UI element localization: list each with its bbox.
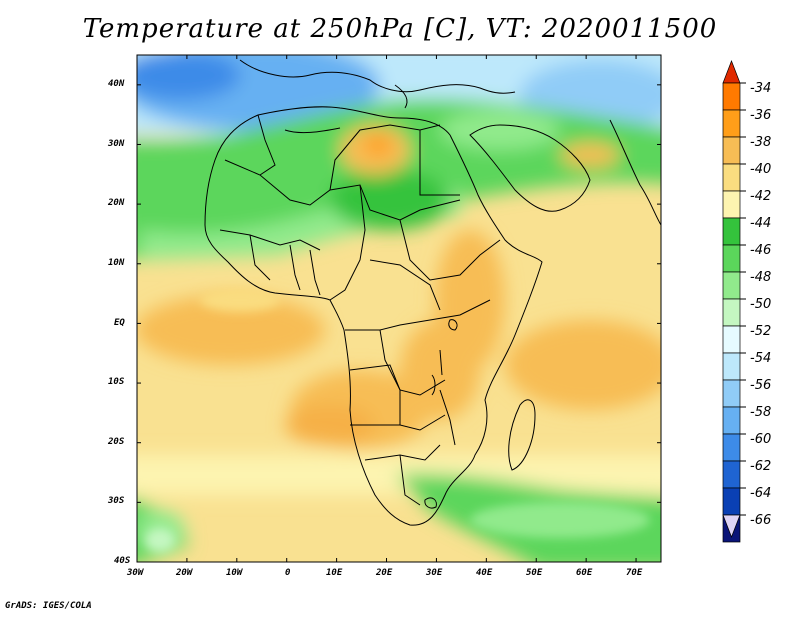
colorbar-label: -40 <box>750 162 772 177</box>
colorbar-label: -46 <box>750 243 772 258</box>
lon-label-50e: 50E <box>526 568 543 578</box>
lon-label-20e: 20E <box>376 568 393 578</box>
temperature-field <box>137 55 661 562</box>
colorbar-swatch <box>722 163 741 192</box>
colorbar-swatch <box>722 271 741 300</box>
colorbar-swatch <box>722 298 741 327</box>
colorbar-label: -64 <box>750 486 772 501</box>
colorbar-swatch <box>722 433 741 462</box>
lon-label-30w: 30W <box>127 568 144 578</box>
colorbar-swatch <box>722 487 741 516</box>
colorbar-swatch <box>722 406 741 435</box>
colorbar-label: -38 <box>750 135 772 150</box>
lon-label-70e: 70E <box>626 568 643 578</box>
colorbar-label: -66 <box>750 513 772 528</box>
lat-label-40n: 40N <box>108 79 125 89</box>
lon-label-20w: 20W <box>176 568 193 578</box>
colorbar-swatch <box>722 352 741 381</box>
colorbar-label: -50 <box>750 297 772 312</box>
map-frame <box>136 54 662 563</box>
colorbar-swatch <box>722 109 741 138</box>
colorbar-swatch <box>722 136 741 165</box>
colorbar-label: -48 <box>750 270 772 285</box>
colorbar-swatch <box>722 325 741 354</box>
lon-label-10e: 10E <box>326 568 343 578</box>
footer-credit: GrADS: IGES/COLA <box>5 601 92 611</box>
lon-label-40e: 40E <box>476 568 493 578</box>
colorbar-swatch <box>722 190 741 219</box>
colorbar <box>722 60 746 543</box>
lat-label-20s: 20S <box>108 437 125 447</box>
colorbar-swatch <box>722 82 741 111</box>
lat-label-40s: 40S <box>114 556 131 566</box>
colorbar-swatch <box>722 244 741 273</box>
colorbar-top-arrow <box>722 60 741 84</box>
colorbar-label: -44 <box>750 216 772 231</box>
colorbar-swatch <box>722 379 741 408</box>
coastlines <box>204 59 661 526</box>
colorbar-swatch <box>722 460 741 489</box>
lat-label-30n: 30N <box>108 139 125 149</box>
lat-label-10n: 10N <box>108 258 125 268</box>
lat-label-eq: EQ <box>114 318 125 328</box>
colorbar-label: -36 <box>750 108 772 123</box>
map-title: Temperature at 250hPa [C], VT: 202001150… <box>82 14 718 44</box>
colorbar-bottom-arrow <box>722 514 741 538</box>
axis-ticks <box>136 55 661 563</box>
colorbar-label: -34 <box>750 81 772 96</box>
lon-label-0: 0 <box>285 568 291 578</box>
colorbar-label: -56 <box>750 378 772 393</box>
colorbar-label: -60 <box>750 432 772 447</box>
colorbar-label: -52 <box>750 324 772 339</box>
lat-label-30s: 30S <box>108 496 125 506</box>
lat-label-10s: 10S <box>108 377 125 387</box>
colorbar-label: -54 <box>750 351 772 366</box>
lon-label-30e: 30E <box>426 568 443 578</box>
colorbar-label: -42 <box>750 189 772 204</box>
colorbar-label: -58 <box>750 405 772 420</box>
lat-label-20n: 20N <box>108 198 125 208</box>
colorbar-swatch <box>722 217 741 246</box>
lon-label-60e: 60E <box>576 568 593 578</box>
colorbar-label: -62 <box>750 459 772 474</box>
lon-label-10w: 10W <box>226 568 243 578</box>
